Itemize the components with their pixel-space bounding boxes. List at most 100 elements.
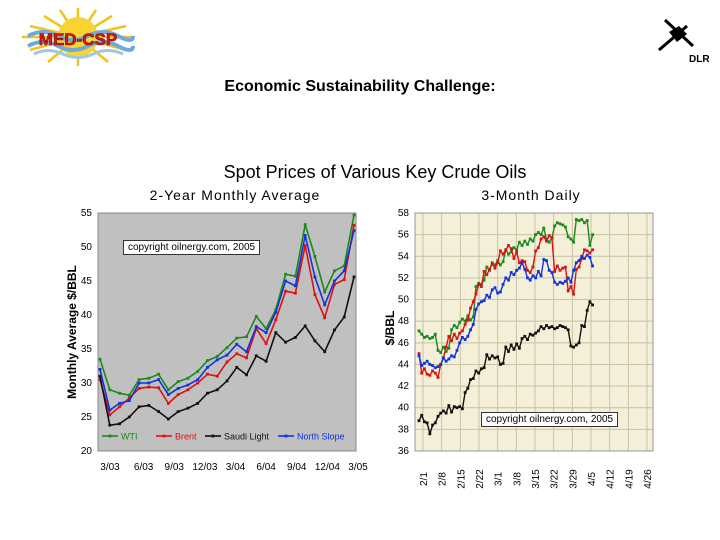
panel-left-point-north-slope: [284, 279, 288, 283]
panel-right-point-saudi-light: [572, 345, 576, 349]
panel-right-point-saudi-light: [558, 324, 562, 327]
panel-left-ytick-label: 25: [81, 412, 93, 423]
legend-label-brent: Brent: [175, 432, 197, 442]
panel-right-point-saudi-light: [455, 406, 459, 410]
panel-left-point-north-slope: [274, 310, 278, 314]
panel-right-point-brent: [566, 289, 570, 293]
panel-right-point-brent: [496, 261, 500, 265]
panel-right-point-north-slope: [547, 268, 551, 272]
panel-left-ytick-label: 35: [81, 344, 93, 355]
panel-left-xtick-label: 6/03: [134, 462, 154, 473]
panel-left-point-brent: [274, 318, 278, 322]
panel-right-ytick-label: 54: [398, 251, 410, 262]
panel-right-point-wti: [588, 244, 592, 247]
panel-right-point-wti: [474, 285, 478, 288]
panel-right-point-wti: [469, 318, 472, 322]
panel-right-point-saudi-light: [542, 327, 546, 331]
panel-right-point-north-slope: [447, 357, 451, 361]
panel-right-point-wti: [520, 244, 524, 247]
panel-right-point-north-slope: [425, 359, 429, 363]
panel-right-point-saudi-light: [461, 407, 464, 411]
panel-right-point-north-slope: [452, 355, 456, 359]
panel-right-point-north-slope: [423, 361, 426, 365]
panel-left-point-north-slope: [176, 387, 180, 390]
panel-left-point-wti: [333, 269, 336, 273]
panel-right-point-north-slope: [523, 267, 527, 271]
panel-right-point-brent: [477, 283, 481, 286]
panel-left-point-saudi-light: [245, 373, 248, 377]
panel-right-point-brent: [485, 273, 489, 277]
panel-left-point-wti: [264, 327, 268, 330]
legend-marker-brent: [162, 434, 166, 438]
panel-left-xtick-label: 3/05: [348, 462, 368, 473]
panel-right-point-north-slope: [539, 274, 543, 278]
panel-left-point-saudi-light: [323, 350, 327, 354]
panel-right-point-wti: [436, 348, 440, 352]
panel-right-ytick-label: 46: [398, 338, 410, 349]
panel-right-point-brent: [515, 250, 519, 254]
panel-right-point-north-slope: [428, 363, 432, 366]
panel-right-xtick-label: 4/12: [606, 469, 617, 489]
panel-right-point-wti: [545, 237, 548, 241]
panel-right-point-wti: [433, 332, 437, 336]
panel-right-point-brent: [466, 318, 470, 322]
panel-left-point-north-slope: [303, 234, 307, 237]
panel-left-point-wti: [127, 393, 131, 397]
panel-right-point-brent: [428, 373, 432, 377]
panel-right-point-saudi-light: [509, 343, 513, 347]
panel-right-point-north-slope: [561, 281, 565, 285]
panel-right-point-north-slope: [509, 271, 513, 274]
panel-right-point-north-slope: [512, 273, 516, 277]
panel-right-point-north-slope: [572, 268, 576, 272]
panel-right-point-brent: [469, 306, 472, 310]
panel-right-point-north-slope: [515, 268, 519, 272]
panel-right-point-north-slope: [577, 259, 581, 262]
panel-right-point-brent: [588, 251, 592, 255]
panel-right-point-north-slope: [588, 255, 592, 259]
legend-marker-north-slope: [284, 434, 288, 438]
panel-right-point-saudi-light: [507, 350, 510, 353]
panel-left-point-wti: [186, 376, 190, 380]
panel-right-point-brent: [488, 267, 491, 271]
panel-left-point-north-slope: [323, 303, 327, 307]
panel-right-point-wti: [553, 224, 557, 228]
panel-left-point-north-slope: [342, 269, 346, 273]
panel-right-point-saudi-light: [444, 411, 448, 415]
panel-right-point-wti: [458, 320, 462, 324]
panel-left-point-north-slope: [245, 350, 248, 354]
panel-right-point-wti: [569, 237, 573, 241]
panel-right-point-north-slope: [455, 348, 459, 352]
panel-right-point-brent: [520, 259, 524, 262]
panel-left-point-brent: [176, 393, 180, 396]
panel-left-point-wti: [284, 272, 288, 276]
panel-right-point-brent: [580, 257, 584, 260]
panel-right-point-wti: [455, 326, 459, 330]
panel-right-point-saudi-light: [469, 378, 472, 381]
panel-left-point-north-slope: [293, 284, 297, 288]
panel-right-point-north-slope: [488, 295, 491, 299]
panel-right-point-brent: [558, 268, 562, 272]
panel-left-point-brent: [264, 342, 268, 345]
panel-right-point-north-slope: [580, 254, 584, 258]
panel-right-point-north-slope: [574, 261, 578, 265]
panel-right-point-saudi-light: [450, 410, 453, 414]
panel-right-point-wti: [509, 250, 513, 254]
panel-right-copyright: copyright oilnergy.com, 2005: [481, 412, 619, 427]
panel-right-point-saudi-light: [423, 420, 426, 424]
panel-right-point-wti: [528, 237, 532, 241]
slide-title: Economic Sustainability Challenge:: [224, 78, 496, 95]
panel-left-point-saudi-light: [284, 340, 288, 344]
panel-right-point-brent: [498, 249, 502, 253]
panel-left-point-brent: [303, 244, 307, 248]
panel-right-point-brent: [583, 248, 586, 252]
panel-right-point-brent: [534, 249, 538, 253]
panel-right-point-saudi-light: [431, 423, 434, 427]
panel-left-point-saudi-light: [235, 365, 239, 369]
panel-right-point-wti: [539, 233, 543, 237]
panel-left-point-north-slope: [235, 342, 239, 346]
legend-label-wti: WTI: [121, 432, 138, 442]
panel-right-point-wti: [507, 252, 510, 256]
panel-left-point-brent: [147, 385, 151, 389]
panel-left-point-wti: [225, 346, 229, 350]
med-csp-logo: MED-CSP: [8, 6, 148, 68]
